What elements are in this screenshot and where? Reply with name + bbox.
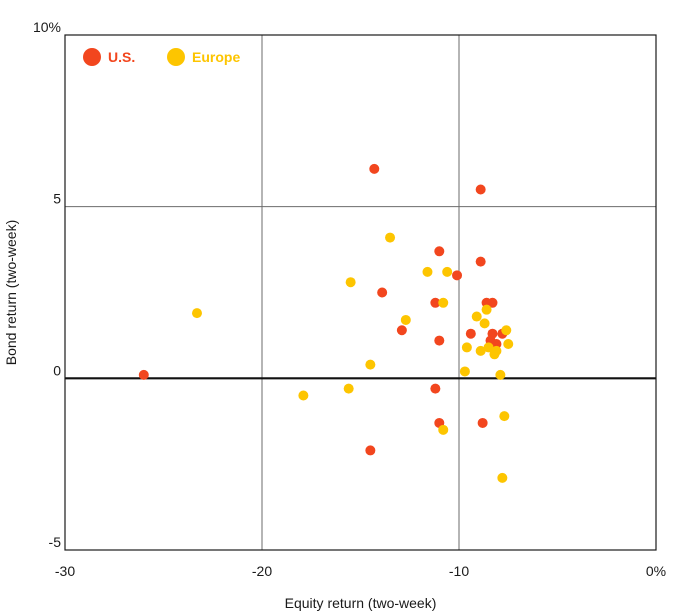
us-data-point (491, 339, 502, 349)
europe-data-point (365, 359, 376, 370)
x-tick-labels: -30 -20 -10 0% (55, 563, 666, 579)
europe-data-point (501, 325, 512, 336)
x-tick-label: -30 (55, 563, 75, 579)
europe-data-point (479, 318, 490, 329)
europe-data-point (442, 266, 453, 277)
y-tick-label: 0 (53, 362, 61, 378)
europe-data-point (495, 369, 506, 380)
europe-legend-label: Europe (192, 49, 240, 65)
us-data-point (475, 256, 486, 267)
europe-data-point (385, 232, 396, 243)
us-legend-marker (83, 48, 101, 66)
us-data-point (434, 335, 445, 346)
europe-data-point (471, 311, 482, 322)
plot-frame (64, 34, 657, 551)
us-legend-label: U.S. (108, 49, 135, 65)
data-points (138, 163, 514, 483)
x-tick-label: 0% (646, 563, 666, 579)
europe-data-point (497, 472, 508, 483)
y-tick-label: 10% (33, 19, 61, 35)
europe-data-point (400, 314, 411, 325)
europe-data-point (438, 424, 449, 435)
us-data-point (396, 325, 407, 336)
europe-data-point (489, 349, 500, 360)
y-tick-label: -5 (49, 534, 62, 550)
us-data-point (477, 417, 488, 428)
europe-data-point (475, 345, 486, 356)
europe-data-point (422, 266, 433, 277)
europe-data-point (503, 339, 514, 349)
us-data-point (430, 297, 441, 308)
legend: U.S. Europe (83, 48, 240, 66)
us-data-point (365, 445, 376, 456)
us-data-point (465, 328, 476, 339)
europe-data-point (483, 342, 494, 353)
europe-data-point (438, 297, 449, 308)
us-data-point (475, 184, 486, 195)
europe-data-point (499, 411, 510, 422)
us-data-point (369, 163, 380, 174)
grid-lines (65, 35, 656, 550)
europe-legend-marker (167, 48, 185, 66)
europe-data-point (191, 308, 202, 319)
x-tick-label: -20 (252, 563, 272, 579)
europe-data-point (459, 366, 470, 377)
y-axis-title: Bond return (two-week) (3, 220, 19, 366)
x-tick-label: -10 (449, 563, 469, 579)
us-data-point (487, 297, 498, 308)
y-tick-label: 5 (53, 191, 61, 207)
us-data-point (138, 369, 149, 380)
europe-data-point (298, 390, 309, 401)
europe-data-point (345, 277, 356, 288)
us-data-point (377, 287, 388, 298)
us-data-point (452, 270, 463, 281)
y-tick-labels: -5 0 5 10% (33, 19, 61, 550)
us-data-point (430, 383, 441, 394)
us-data-point (434, 246, 445, 257)
europe-data-point (461, 342, 472, 353)
europe-data-point (481, 304, 492, 315)
x-axis-title: Equity return (two-week) (285, 595, 437, 611)
europe-data-point (343, 383, 354, 394)
